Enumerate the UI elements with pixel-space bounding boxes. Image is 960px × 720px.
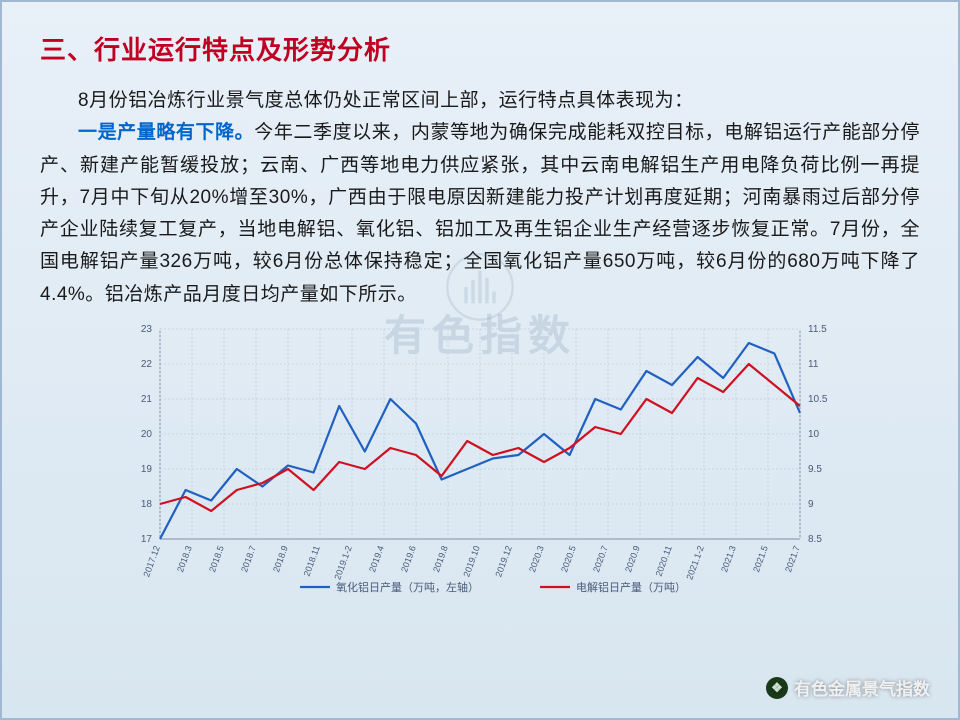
svg-text:2021.5: 2021.5 — [751, 544, 770, 573]
footer-brand: ❖ 有色金属景气指数 — [766, 675, 930, 700]
svg-text:10: 10 — [808, 429, 820, 440]
svg-text:2018.3: 2018.3 — [175, 544, 194, 573]
slide-container: 有色指数 三、行业运行特点及形势分析 8月份铝冶炼行业景气度总体仍处正常区间上部… — [0, 0, 960, 720]
point-1-label: 一是产量略有下降。 — [78, 122, 254, 143]
svg-text:2021.3: 2021.3 — [719, 544, 738, 573]
svg-text:10.5: 10.5 — [808, 394, 828, 405]
svg-text:2018.5: 2018.5 — [207, 544, 226, 573]
svg-text:22: 22 — [141, 359, 153, 370]
svg-text:21: 21 — [141, 394, 153, 405]
svg-text:2018.9: 2018.9 — [271, 544, 290, 573]
svg-text:8.5: 8.5 — [808, 534, 822, 545]
svg-text:9: 9 — [808, 499, 814, 510]
svg-text:17: 17 — [141, 534, 153, 545]
svg-text:2017.12: 2017.12 — [141, 544, 162, 578]
svg-text:11.5: 11.5 — [808, 324, 827, 335]
svg-text:9.5: 9.5 — [808, 464, 822, 475]
svg-text:2019.10: 2019.10 — [461, 544, 482, 578]
svg-text:氧化铝日产量（万吨，左轴）: 氧化铝日产量（万吨，左轴） — [336, 580, 479, 594]
svg-text:电解铝日产量（万吨）: 电解铝日产量（万吨） — [576, 580, 686, 594]
svg-text:2021.7: 2021.7 — [783, 544, 802, 573]
svg-text:2018.11: 2018.11 — [302, 544, 322, 577]
svg-text:2019.1-2: 2019.1-2 — [332, 544, 354, 581]
intro-line: 8月份铝冶炼行业景气度总体仍处正常区间上部，运行特点具体表现为： — [40, 85, 920, 117]
svg-text:2018.7: 2018.7 — [239, 544, 258, 573]
wechat-icon: ❖ — [766, 677, 788, 699]
svg-text:19: 19 — [141, 464, 153, 475]
footer-brand-text: 有色金属景气指数 — [794, 675, 930, 700]
point-1: 一是产量略有下降。今年二季度以来，内蒙等地为确保完成能耗双控目标，电解铝运行产能… — [40, 117, 920, 311]
svg-text:2021.1-2: 2021.1-2 — [684, 544, 706, 581]
svg-text:2019.6: 2019.6 — [399, 544, 418, 573]
svg-text:11: 11 — [808, 359, 819, 370]
svg-text:2020.5: 2020.5 — [559, 544, 578, 573]
svg-text:23: 23 — [141, 324, 153, 335]
svg-text:2019.12: 2019.12 — [493, 544, 514, 578]
svg-text:2020.3: 2020.3 — [527, 544, 546, 573]
svg-text:20: 20 — [141, 429, 153, 440]
body-text: 8月份铝冶炼行业景气度总体仍处正常区间上部，运行特点具体表现为： 一是产量略有下… — [40, 85, 920, 311]
chart-svg: 17 18 19 20 21 22 23 8.5 9 9.5 10 10.5 11 11.5 2017.12… — [110, 319, 850, 599]
svg-text:2019.4: 2019.4 — [367, 544, 386, 573]
svg-text:2020.11: 2020.11 — [654, 544, 674, 577]
point-1-body: 今年二季度以来，内蒙等地为确保完成能耗双控目标，电解铝运行产能部分停产、新建产能… — [40, 122, 920, 304]
svg-text:2020.9: 2020.9 — [623, 544, 642, 573]
dual-axis-line-chart: 17 18 19 20 21 22 23 8.5 9 9.5 10 10.5 11 11.5 2017.12… — [110, 319, 850, 599]
svg-text:18: 18 — [141, 499, 153, 510]
chart-container: 17 18 19 20 21 22 23 8.5 9 9.5 10 10.5 11 11.5 2017.12… — [40, 319, 920, 599]
svg-text:2020.7: 2020.7 — [591, 544, 610, 573]
svg-text:2019.8: 2019.8 — [431, 544, 450, 573]
section-title: 三、行业运行特点及形势分析 — [40, 30, 920, 67]
